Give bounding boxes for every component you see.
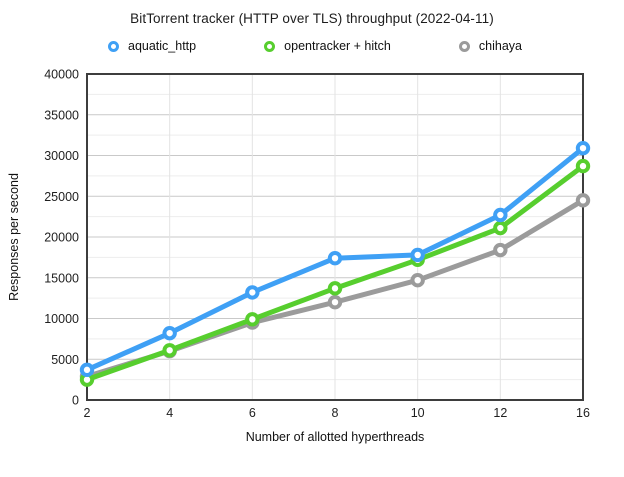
y-tick-label: 15000 xyxy=(44,271,79,285)
legend-item-label: aquatic_http xyxy=(128,39,197,53)
y-axis-title: Responses per second xyxy=(7,173,21,301)
x-tick-label: 6 xyxy=(249,406,256,420)
data-point-2 xyxy=(493,242,508,258)
y-tick-label: 20000 xyxy=(44,231,79,245)
legend-item-label: opentracker + hitch xyxy=(284,39,391,53)
data-point-0 xyxy=(575,140,591,156)
y-tick-label: 40000 xyxy=(44,68,79,82)
data-point-2 xyxy=(327,295,343,310)
series-ring-icon xyxy=(458,40,470,52)
data-point-0 xyxy=(493,207,508,223)
data-point-1 xyxy=(493,220,508,236)
data-point-0 xyxy=(162,325,177,341)
legend-item-label: chihaya xyxy=(478,39,522,53)
y-tick-label: 5000 xyxy=(51,353,79,367)
data-point-0 xyxy=(327,250,343,266)
chart-title: BitTorrent tracker (HTTP over TLS) throu… xyxy=(130,11,494,26)
legend-item-chihaya: chihaya xyxy=(458,39,522,53)
y-tick-label: 30000 xyxy=(44,149,79,163)
x-tick-label: 10 xyxy=(411,406,425,420)
x-tick-label: 12 xyxy=(493,406,507,420)
data-point-2 xyxy=(410,272,425,288)
y-tick-label: 10000 xyxy=(44,312,79,326)
series-ring-icon xyxy=(108,40,119,52)
legend-item-opentracker-hitch: opentracker + hitch xyxy=(264,39,391,53)
x-tick-label: 8 xyxy=(332,406,339,420)
data-point-1 xyxy=(327,281,343,296)
y-tick-label: 0 xyxy=(72,394,79,408)
data-point-1 xyxy=(245,312,260,327)
plot-border xyxy=(86,73,584,401)
x-axis-title: Number of allotted hyperthreads xyxy=(246,430,425,444)
data-point-2 xyxy=(575,193,591,208)
data-point-0 xyxy=(410,247,425,263)
x-tick-label: 16 xyxy=(576,406,590,420)
series-ring-icon xyxy=(264,40,276,52)
data-point-0 xyxy=(79,362,95,378)
data-point-0 xyxy=(245,285,260,300)
legend-item-aquatic-http: aquatic_http xyxy=(108,39,196,53)
legend: aquatic_http opentracker + hitch chihaya xyxy=(108,39,522,53)
data-point-1 xyxy=(162,343,177,358)
x-tick-label: 4 xyxy=(166,406,173,420)
y-tick-label: 35000 xyxy=(44,108,79,122)
y-tick-label: 25000 xyxy=(44,190,79,204)
x-tick-label: 2 xyxy=(84,406,91,420)
data-point-1 xyxy=(575,158,591,174)
